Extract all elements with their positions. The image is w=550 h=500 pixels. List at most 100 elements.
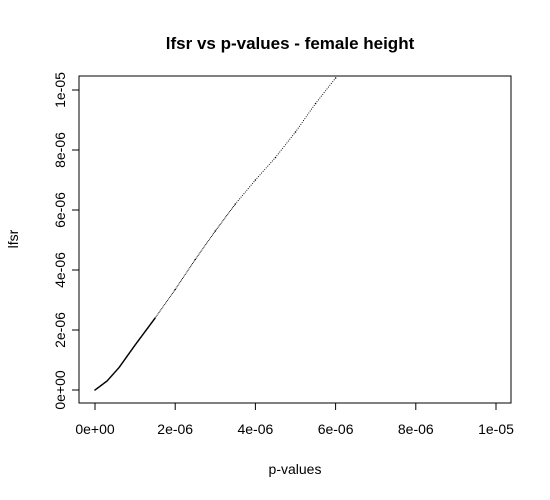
y-axis-label: lfsr — [5, 229, 21, 248]
data-point — [283, 146, 285, 148]
data-point — [200, 250, 202, 252]
data-point — [210, 235, 213, 237]
x-axis: 0e+00 2e-06 4e-06 6e-06 8e-06 1e-05 — [75, 402, 514, 437]
data-point — [204, 245, 206, 247]
data-point — [326, 88, 328, 90]
data-point — [254, 179, 257, 181]
data-point — [162, 306, 164, 308]
data-point — [322, 93, 324, 95]
data-point — [300, 123, 302, 125]
data-point — [304, 118, 306, 120]
x-tick-label: 8e-06 — [398, 421, 434, 437]
data-point — [217, 226, 219, 228]
data-point — [156, 314, 158, 316]
data-point — [177, 284, 179, 286]
data-point — [244, 191, 246, 193]
data-point — [155, 316, 157, 318]
data-point — [301, 121, 303, 124]
data-point — [165, 302, 167, 304]
data-point — [298, 125, 301, 127]
data-point — [277, 153, 279, 155]
data-point — [232, 206, 234, 208]
data-point — [270, 162, 272, 164]
data-point — [273, 158, 275, 160]
data-point — [228, 212, 230, 214]
data-point — [268, 163, 270, 165]
data-point — [174, 288, 176, 291]
data-point — [233, 204, 235, 206]
y-axis: 0e+00 2e-06 4e-06 6e-06 8e-06 1e-05 — [52, 72, 80, 410]
data-point — [230, 208, 233, 210]
data-point — [184, 273, 186, 276]
data-point — [250, 184, 252, 186]
data-point — [293, 133, 295, 135]
data-point — [191, 264, 193, 266]
data-point — [231, 207, 234, 209]
data-point — [198, 253, 200, 255]
data-point — [256, 177, 258, 179]
data-point — [212, 233, 214, 235]
data-point — [169, 295, 171, 297]
data-point — [196, 256, 198, 258]
data-point — [202, 248, 204, 250]
data-point — [175, 287, 177, 289]
data-point — [157, 313, 159, 315]
data-point — [265, 167, 267, 169]
data-point — [294, 131, 297, 133]
data-point — [267, 165, 269, 167]
data-point — [292, 135, 294, 137]
data-point — [222, 220, 224, 222]
data-point — [209, 237, 212, 239]
data-point — [185, 272, 187, 274]
data-point — [271, 160, 273, 162]
data-point — [334, 77, 337, 79]
data-point — [193, 260, 195, 262]
data-point — [179, 282, 181, 284]
data-point — [251, 182, 254, 184]
data-point — [203, 246, 205, 248]
data-point — [208, 239, 210, 242]
data-point — [171, 293, 173, 295]
data-point — [313, 104, 315, 106]
data-point — [221, 221, 223, 223]
data-point — [241, 194, 244, 196]
data-point — [161, 307, 163, 310]
y-tick-label: 1e-05 — [52, 72, 68, 108]
data-point — [194, 258, 197, 261]
data-point — [308, 112, 310, 114]
data-point — [317, 99, 319, 101]
data-point — [280, 149, 282, 151]
data-point — [237, 200, 239, 202]
data-point — [178, 283, 180, 285]
data-point — [223, 218, 225, 220]
data-point — [330, 82, 332, 85]
data-point — [249, 186, 251, 188]
data-point — [207, 241, 209, 243]
y-tick-label: 8e-06 — [52, 132, 68, 168]
data-point — [224, 217, 226, 219]
data-point — [297, 127, 299, 129]
data-point — [316, 101, 318, 103]
data-point — [274, 156, 277, 159]
data-point — [296, 129, 298, 131]
y-tick-label: 6e-06 — [52, 192, 68, 228]
data-point — [309, 110, 311, 112]
data-point — [279, 151, 281, 153]
data-point — [199, 252, 201, 254]
plot-box — [78, 75, 512, 404]
data-point — [226, 215, 228, 217]
data-point — [323, 92, 325, 94]
data-point — [166, 301, 168, 303]
x-tick-label: 1e-05 — [478, 421, 514, 437]
x-tick-label: 2e-06 — [157, 421, 193, 437]
data-point — [262, 170, 264, 172]
data-point — [218, 225, 220, 227]
data-point — [236, 201, 238, 203]
data-point — [192, 261, 194, 263]
data-point — [327, 86, 329, 88]
data-point — [319, 97, 321, 99]
x-axis-label: p-values — [269, 461, 322, 477]
data-point — [159, 310, 161, 312]
data-point — [287, 140, 289, 142]
